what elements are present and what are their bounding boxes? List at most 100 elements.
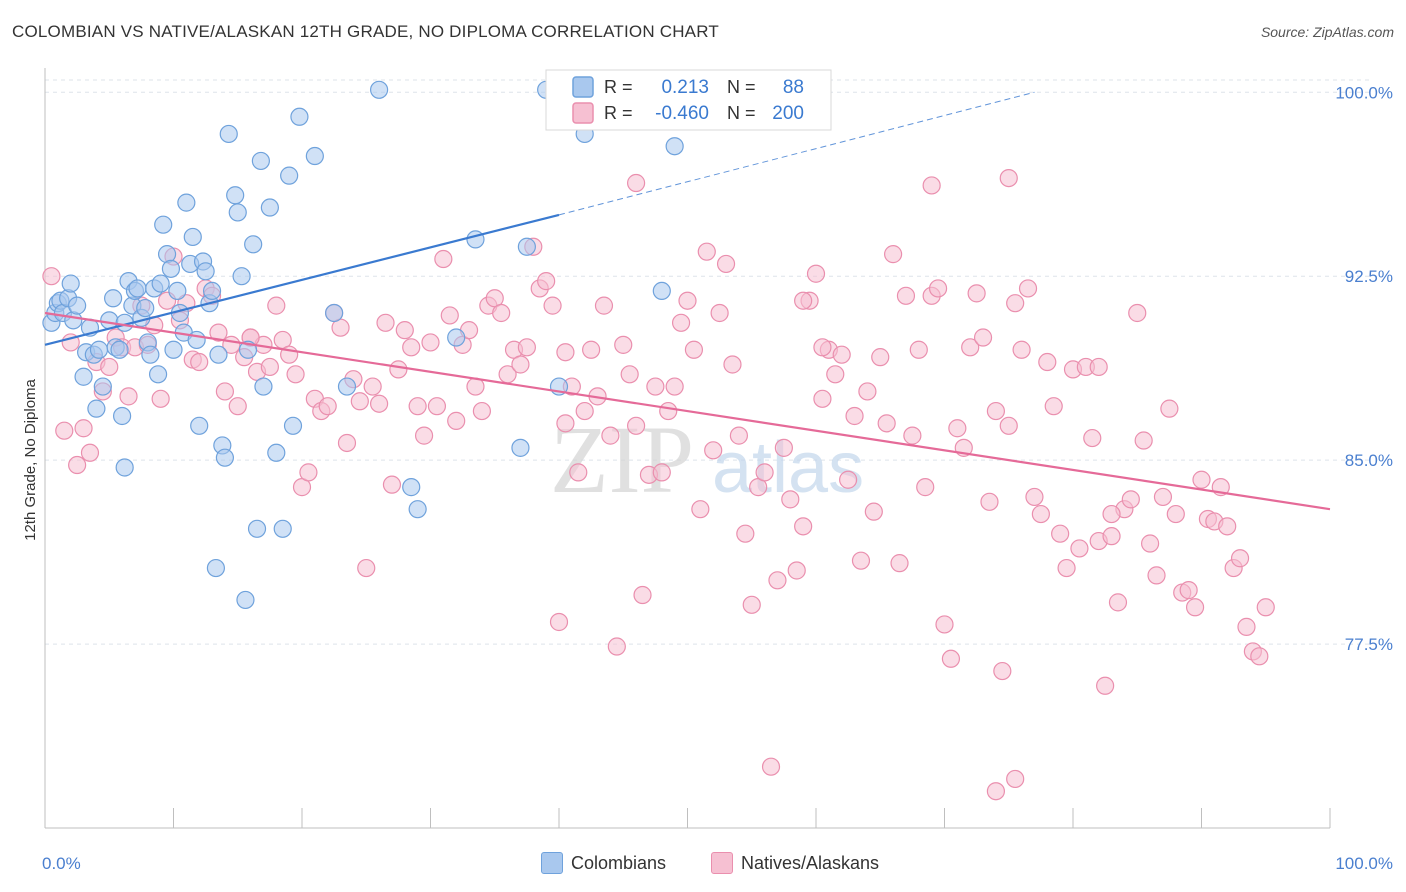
legend-n-label-1: N = bbox=[727, 77, 756, 97]
colombian-point bbox=[652, 281, 671, 301]
native-point bbox=[993, 661, 1012, 681]
native-point bbox=[1031, 504, 1050, 524]
native-point bbox=[948, 419, 967, 438]
legend-item-colombians[interactable]: Colombians bbox=[541, 852, 666, 874]
native-point bbox=[1256, 598, 1275, 617]
native-point bbox=[447, 411, 466, 430]
native-point bbox=[806, 264, 826, 283]
native-point bbox=[896, 286, 916, 305]
native-point bbox=[1153, 487, 1173, 507]
colombian-point bbox=[183, 227, 202, 247]
native-point bbox=[761, 757, 781, 776]
colombians-trend-line bbox=[44, 213, 560, 346]
colombian-point bbox=[215, 448, 234, 467]
legend-r-value-1: 0.213 bbox=[661, 77, 709, 98]
colombian-point bbox=[402, 478, 421, 497]
colombian-point bbox=[164, 340, 183, 359]
native-point bbox=[1006, 769, 1025, 789]
native-point bbox=[594, 296, 614, 315]
native-point bbox=[851, 551, 871, 570]
legend-swatch-natives-bottom bbox=[711, 852, 733, 874]
native-point bbox=[832, 345, 851, 364]
native-point bbox=[1121, 490, 1140, 509]
native-point bbox=[935, 615, 954, 634]
legend-item-natives[interactable]: Natives/Alaskans bbox=[711, 852, 879, 874]
colombian-point bbox=[112, 406, 132, 426]
native-point bbox=[1230, 549, 1250, 568]
y-tick-label: 92.5% bbox=[1345, 267, 1393, 286]
colombian-point bbox=[228, 203, 247, 222]
native-point bbox=[928, 279, 948, 298]
colombian-point bbox=[232, 267, 251, 286]
native-point bbox=[646, 377, 665, 396]
native-point bbox=[1192, 470, 1211, 489]
colombian-point bbox=[408, 500, 427, 519]
native-point bbox=[659, 401, 678, 421]
x-tick-label: 100.0% bbox=[1335, 854, 1393, 873]
native-point bbox=[1051, 524, 1070, 543]
native-point bbox=[961, 338, 980, 357]
native-point bbox=[299, 463, 318, 482]
native-point bbox=[569, 463, 588, 482]
native-point bbox=[973, 328, 993, 347]
native-point bbox=[903, 426, 922, 445]
native-point bbox=[337, 433, 357, 453]
colombian-point bbox=[325, 303, 344, 323]
native-point bbox=[678, 291, 697, 310]
colombian-point bbox=[260, 198, 279, 217]
colombian-point bbox=[161, 259, 181, 278]
colombian-point bbox=[244, 235, 263, 254]
native-point bbox=[980, 492, 999, 511]
x-tick-label: 0.0% bbox=[42, 854, 81, 873]
native-point bbox=[999, 168, 1018, 188]
native-point bbox=[671, 313, 691, 332]
native-point bbox=[408, 397, 427, 416]
colombian-point bbox=[665, 137, 684, 156]
native-point bbox=[402, 338, 421, 357]
native-point bbox=[427, 397, 447, 416]
colombian-point bbox=[104, 289, 123, 308]
watermark: ZIP atlas bbox=[550, 406, 864, 513]
legend-swatch-natives bbox=[572, 102, 594, 124]
native-point bbox=[549, 612, 569, 632]
colombian-point bbox=[511, 438, 530, 457]
native-point bbox=[794, 291, 813, 310]
native-point bbox=[119, 387, 138, 406]
native-point bbox=[556, 343, 575, 362]
native-point bbox=[286, 365, 305, 384]
native-point bbox=[350, 392, 369, 411]
trend-lines bbox=[44, 91, 1331, 511]
native-point bbox=[742, 595, 761, 614]
colombian-point bbox=[74, 367, 93, 386]
colombian-point bbox=[273, 519, 292, 538]
native-point bbox=[736, 524, 755, 543]
legend-swatch-colombians bbox=[572, 76, 594, 98]
native-point bbox=[228, 397, 247, 416]
native-point bbox=[813, 389, 832, 408]
native-point bbox=[421, 333, 440, 352]
colombian-point bbox=[251, 151, 270, 171]
native-point bbox=[1096, 676, 1115, 695]
native-point bbox=[704, 441, 723, 460]
y-tick-label: 85.0% bbox=[1345, 451, 1393, 470]
legend-n-value-2: 200 bbox=[772, 103, 804, 124]
native-point bbox=[267, 296, 286, 315]
native-point bbox=[620, 365, 639, 384]
native-point bbox=[1044, 397, 1063, 416]
native-point bbox=[376, 313, 395, 332]
colombian-point bbox=[87, 399, 106, 418]
colombian-point bbox=[61, 274, 80, 293]
native-point bbox=[55, 421, 74, 440]
legend-label-natives: Natives/Alaskans bbox=[741, 852, 880, 873]
native-point bbox=[697, 242, 716, 261]
native-point bbox=[794, 517, 813, 536]
native-point bbox=[858, 382, 877, 401]
native-point bbox=[1134, 431, 1153, 450]
native-point bbox=[100, 357, 119, 377]
native-point bbox=[1237, 617, 1256, 636]
native-point bbox=[626, 416, 646, 435]
native-point bbox=[1070, 539, 1089, 558]
native-point bbox=[1012, 340, 1031, 359]
native-point bbox=[42, 267, 61, 286]
